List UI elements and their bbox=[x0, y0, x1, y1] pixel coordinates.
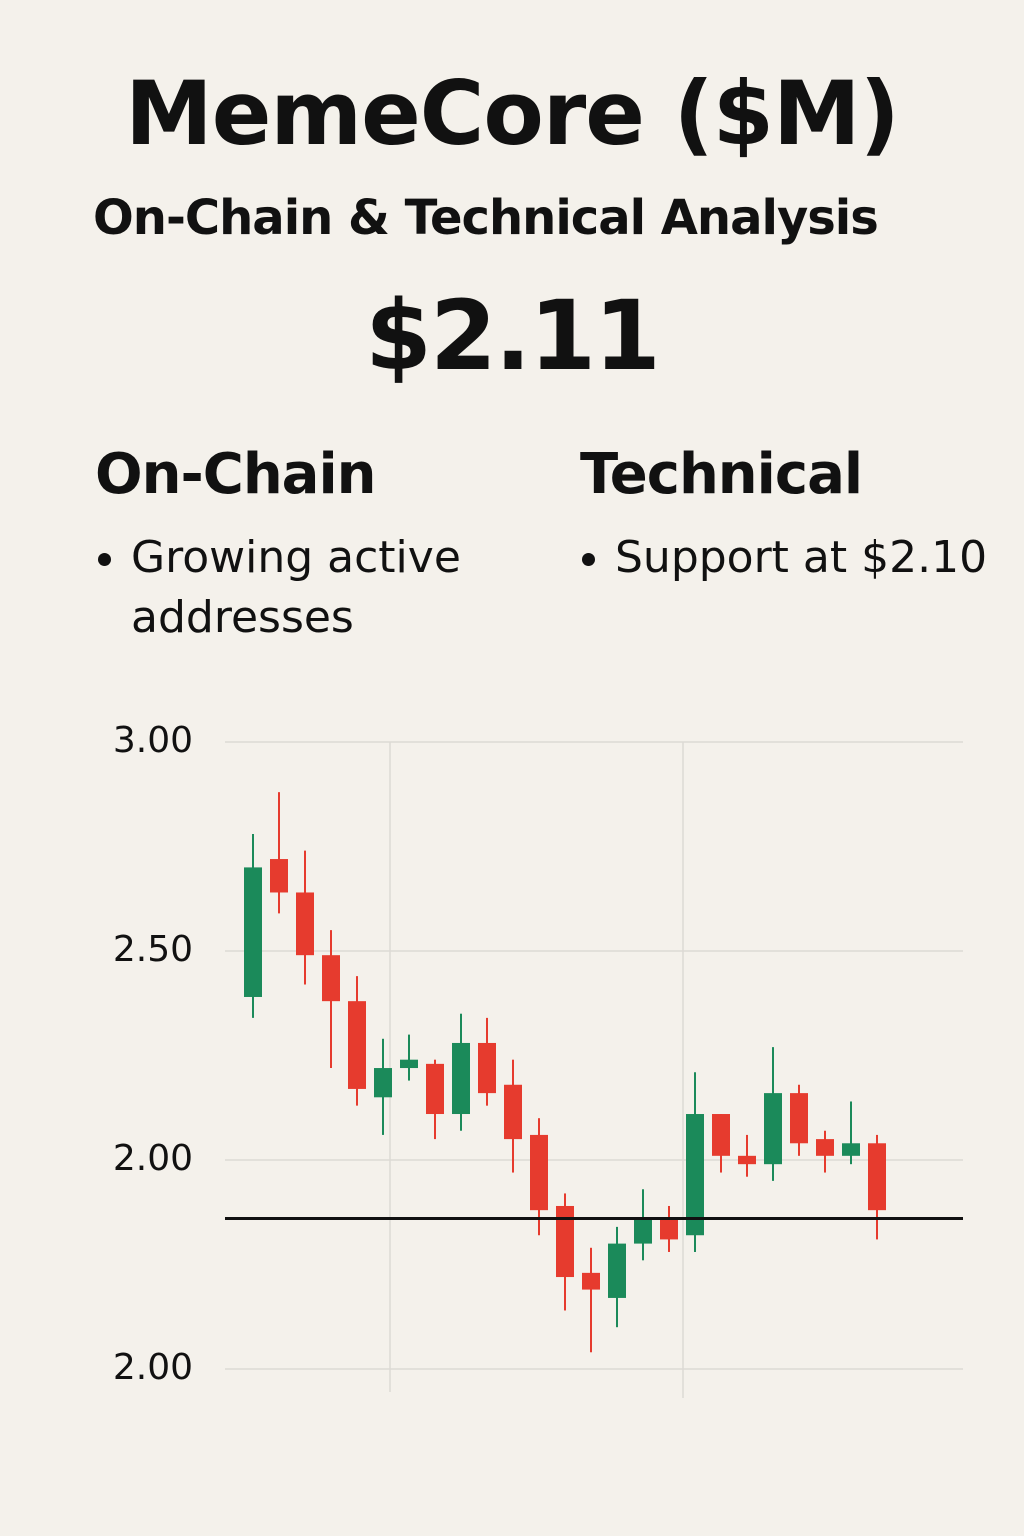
candle-body bbox=[374, 1068, 392, 1098]
candle-body bbox=[608, 1243, 626, 1298]
bullet-list: Growing active addresses bbox=[97, 528, 531, 648]
candle-body bbox=[842, 1143, 860, 1156]
candle-body bbox=[452, 1042, 470, 1115]
candle-body bbox=[426, 1063, 444, 1115]
title: MemeCore ($M) bbox=[125, 62, 900, 165]
candle-body bbox=[868, 1143, 886, 1211]
bullet-list: Support at $2.10 bbox=[581, 528, 1024, 588]
candle-body bbox=[686, 1114, 704, 1236]
bullet: Support at $2.10 bbox=[615, 528, 1024, 588]
candle-body bbox=[790, 1093, 808, 1144]
candle-body bbox=[634, 1218, 652, 1244]
y-tick-label: 3.00 bbox=[113, 720, 193, 761]
candle-body bbox=[244, 867, 262, 997]
price: $2.11 bbox=[365, 280, 661, 392]
y-tick-label: 2.50 bbox=[113, 929, 193, 970]
candle-body bbox=[660, 1218, 678, 1240]
candle-body bbox=[296, 892, 314, 956]
subtitle: On-Chain & Technical Analysis bbox=[93, 190, 879, 246]
candle-body bbox=[816, 1139, 834, 1156]
candle-body bbox=[478, 1042, 496, 1094]
section-heading: Technical bbox=[580, 442, 863, 507]
candle-body bbox=[322, 955, 340, 1002]
candle-body bbox=[764, 1093, 782, 1165]
candle-body bbox=[530, 1134, 548, 1211]
y-tick-label: 2.00 bbox=[113, 1347, 193, 1388]
candle-body bbox=[738, 1155, 756, 1165]
candle-body bbox=[348, 1001, 366, 1089]
candle-body bbox=[556, 1205, 574, 1278]
y-tick-label: 2.00 bbox=[113, 1138, 193, 1179]
candle-body bbox=[504, 1084, 522, 1140]
section-heading: On-Chain bbox=[95, 442, 377, 507]
candle-body bbox=[582, 1272, 600, 1290]
candle-body bbox=[270, 859, 288, 893]
bullet: Growing active addresses bbox=[131, 528, 531, 648]
candle-body bbox=[400, 1059, 418, 1069]
candle-body bbox=[712, 1114, 730, 1156]
